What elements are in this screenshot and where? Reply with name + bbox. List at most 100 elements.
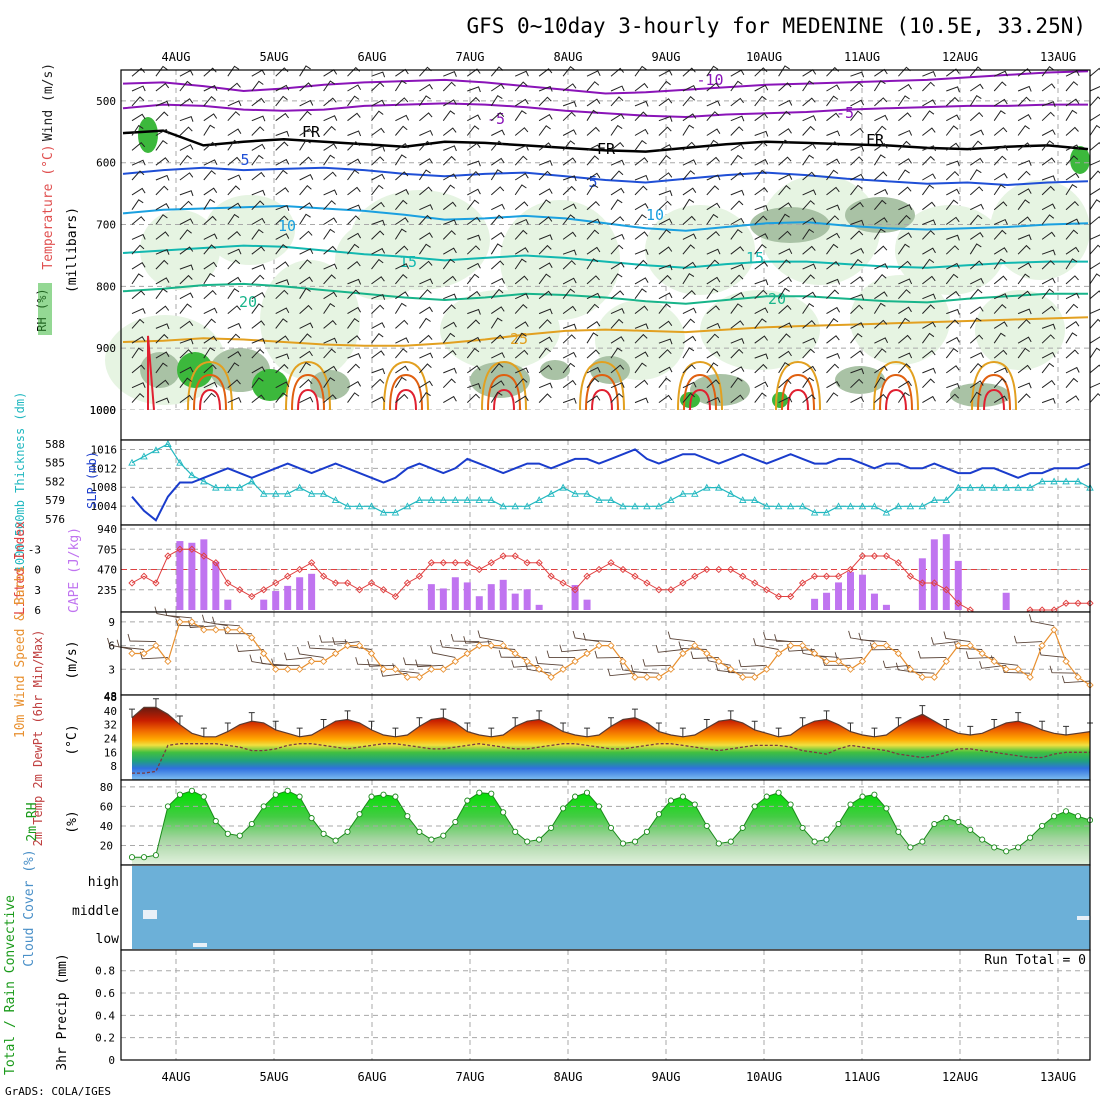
wind-barb xyxy=(179,292,194,300)
rh-marker xyxy=(296,793,303,800)
wind-barb xyxy=(922,321,936,329)
wind-barb xyxy=(778,230,792,240)
wind-marker xyxy=(140,649,148,658)
rh-marker xyxy=(691,801,698,808)
wind-barb xyxy=(203,318,216,329)
date-label-top: 5AUG xyxy=(260,50,289,64)
wind-barb xyxy=(969,362,983,374)
wind-barb xyxy=(443,321,457,329)
wind-barb xyxy=(610,262,625,270)
wind-barb xyxy=(993,81,1007,92)
wind-barb xyxy=(562,140,576,151)
wind-barb xyxy=(443,99,457,107)
cape-bar xyxy=(200,539,208,610)
wind-barb xyxy=(562,351,577,359)
wind-marker xyxy=(475,641,483,650)
wind-barb xyxy=(1017,170,1031,181)
temp-whisker xyxy=(320,718,327,729)
wind-barb xyxy=(514,70,529,77)
li-marker xyxy=(391,592,400,601)
wind-barb xyxy=(730,303,743,314)
li-marker xyxy=(284,572,292,580)
surface-isotherm xyxy=(775,360,821,411)
wind-barb xyxy=(634,362,647,374)
wind-barb xyxy=(778,99,793,107)
wind-barb xyxy=(607,668,636,677)
temp-whisker xyxy=(919,705,926,715)
cloud-level-middle: middle xyxy=(72,904,119,919)
wind-barb xyxy=(850,258,863,270)
wind-barb xyxy=(874,125,887,136)
wind-barb xyxy=(299,110,312,122)
wind-barb xyxy=(562,260,576,270)
thickness-marker xyxy=(307,489,316,497)
wind-barb xyxy=(778,396,793,404)
isotherm-label: 20 xyxy=(239,293,257,311)
wind-barb xyxy=(826,363,840,374)
wind-barb xyxy=(251,303,264,314)
wind-barb xyxy=(897,392,910,403)
wind-barb xyxy=(275,279,290,286)
wind-barb xyxy=(131,392,145,403)
li-marker xyxy=(667,586,675,594)
wind-barb xyxy=(1017,290,1032,300)
wind-barb xyxy=(682,170,696,181)
wind-barb xyxy=(131,273,144,285)
temp-whisker xyxy=(200,727,207,737)
wind-barb xyxy=(850,156,864,166)
rh-marker xyxy=(643,828,650,835)
wind-barb xyxy=(610,67,625,77)
wind-barb xyxy=(179,155,192,166)
wind-barb xyxy=(850,247,865,255)
rh-dark xyxy=(310,370,350,400)
wind-barb xyxy=(586,275,600,285)
wind-barb xyxy=(371,333,384,344)
wind-barb xyxy=(802,171,816,181)
wind-barb xyxy=(658,303,671,314)
wind-barb xyxy=(299,362,311,374)
wind-barb xyxy=(251,171,265,181)
wind-marker xyxy=(200,626,208,634)
wind-barb xyxy=(538,170,552,181)
thickness-marker xyxy=(930,496,939,504)
temp-whisker xyxy=(152,698,159,708)
wind-barb xyxy=(179,218,194,225)
wind-barb xyxy=(634,249,649,255)
wind-barb xyxy=(538,364,553,374)
wind-barb xyxy=(906,664,935,674)
wind-barb xyxy=(442,258,456,270)
wind-barb xyxy=(586,246,601,255)
wind-barb xyxy=(897,243,910,255)
wind-barb xyxy=(690,651,719,659)
wind-barb xyxy=(155,379,170,389)
wind-barb xyxy=(778,287,790,299)
rh-marker xyxy=(464,797,471,804)
wind-barb xyxy=(826,112,840,122)
thickness-marker xyxy=(523,502,531,510)
wind-barb xyxy=(1017,188,1032,196)
wind-barb xyxy=(586,200,600,211)
wind-barb xyxy=(730,97,744,107)
li-marker xyxy=(643,579,651,587)
rh-marker xyxy=(979,836,986,843)
rh-marker xyxy=(859,793,866,800)
li-marker xyxy=(715,565,723,574)
wind-barb xyxy=(467,86,481,93)
wind-barb xyxy=(371,350,385,359)
temp-whisker xyxy=(631,708,638,718)
wind-barb xyxy=(898,83,912,92)
wind-barb xyxy=(371,173,386,181)
wind-barb xyxy=(299,378,313,389)
li-marker xyxy=(511,552,519,560)
thickness-marker xyxy=(607,496,615,504)
li-marker xyxy=(822,572,831,580)
label-thickness: 1000-500mb Thickness (dm) xyxy=(13,392,27,573)
wind-barb xyxy=(203,233,218,240)
wind-barb xyxy=(898,204,913,211)
wind-barb xyxy=(706,202,721,211)
wind-barb xyxy=(187,620,216,628)
date-label-bottom: 13AUG xyxy=(1040,1070,1076,1084)
wind-barb xyxy=(682,141,696,151)
thickness-marker xyxy=(834,502,843,510)
li-marker xyxy=(535,559,543,567)
